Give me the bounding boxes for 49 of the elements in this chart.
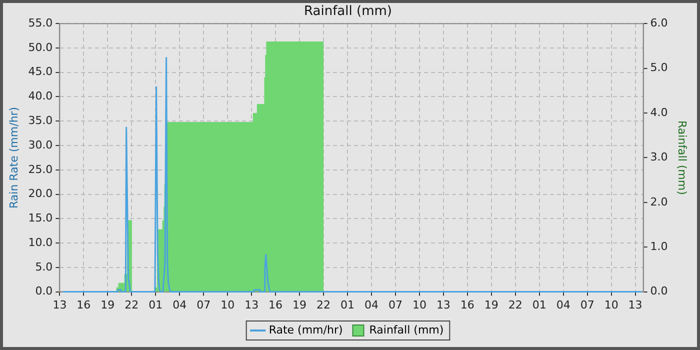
x-tick-label: 13 [244,298,259,312]
x-tick-label: 04 [556,298,570,312]
x-tick-label: 10 [604,298,618,312]
x-tick-label: 07 [388,298,402,312]
x-tick-label: 10 [220,298,235,312]
x-tick-label: 07 [196,298,211,312]
y-axis-title: Rain Rate (mm/hr) [7,106,20,209]
legend-label: Rainfall (mm) [369,323,444,336]
chart-title: Rainfall (mm) [304,4,392,20]
y-tick-label: 10.0 [28,236,53,249]
x-tick-label: 07 [580,298,594,312]
x-tick-label: 16 [268,298,283,312]
y-tick-label: 40.0 [28,90,53,103]
y-tick-label: 30.0 [28,138,53,152]
x-tick-label: 16 [76,298,91,312]
x-tick-label: 01 [532,298,546,312]
y2-tick-label: 0.0 [650,284,668,298]
x-tick-label: 22 [508,298,522,312]
y-tick-label: 25.0 [28,162,53,176]
y-tick-label: 55.0 [28,16,53,30]
y-tick-label: 50.0 [28,40,53,54]
x-tick-label: 22 [124,298,139,312]
y2-tick-label: 3.0 [650,150,668,164]
x-tick-label: 04 [172,298,187,312]
y-tick-label: 0.0 [35,284,53,298]
x-tick-label: 13 [628,298,642,312]
y2-axis-title: Rainfall (mm) [676,120,689,195]
y-tick-label: 45.0 [28,65,53,78]
x-tick-label: 13 [436,298,450,312]
x-tick-label: 13 [52,298,67,312]
x-tick-label: 19 [292,298,307,312]
y-tick-label: 5.0 [35,260,53,274]
y2-tick-label: 5.0 [650,61,668,74]
x-tick-label: 10 [412,298,426,312]
x-tick-label: 19 [484,298,498,312]
y-tick-label: 15.0 [28,212,53,225]
legend-label: Rate (mm/hr) [268,323,343,336]
y2-tick-label: 1.0 [650,240,668,253]
x-tick-label: 01 [148,298,163,312]
y2-tick-label: 6.0 [650,16,668,30]
y-tick-label: 20.0 [28,187,53,200]
x-tick-label: 22 [316,298,331,312]
x-tick-label: 04 [364,298,378,312]
x-tick-label: 19 [100,298,115,312]
y2-tick-label: 2.0 [650,195,668,208]
y-tick-label: 35.0 [28,114,53,127]
y2-tick-label: 4.0 [650,106,668,119]
x-tick-label: 01 [340,298,354,312]
x-tick-label: 16 [460,298,474,312]
